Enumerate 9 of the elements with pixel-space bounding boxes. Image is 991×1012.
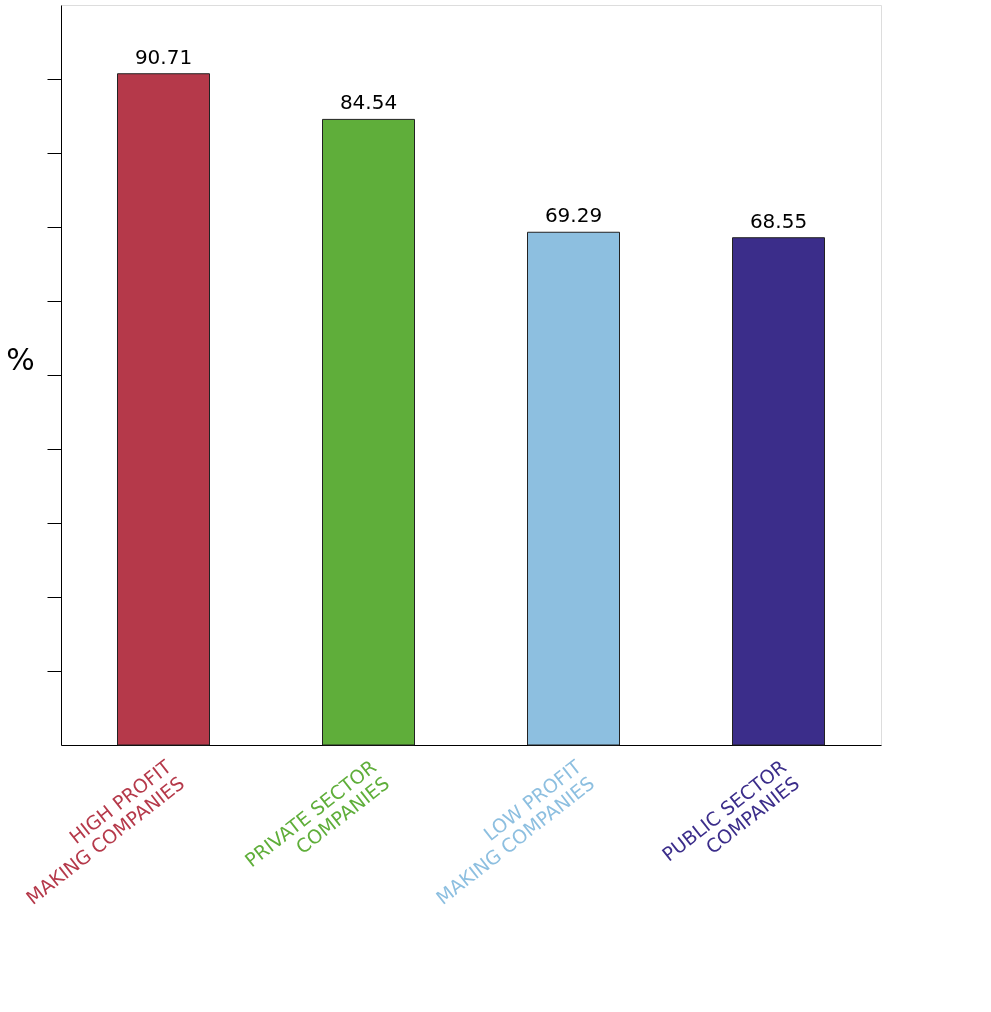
data-label: 84.54 bbox=[339, 90, 398, 115]
data-label: 68.55 bbox=[749, 208, 808, 233]
y-axis-title: % bbox=[6, 341, 35, 377]
data-label: 69.29 bbox=[544, 203, 603, 228]
bar bbox=[322, 118, 415, 746]
bar bbox=[527, 231, 620, 746]
bar bbox=[117, 73, 210, 746]
data-label: 90.71 bbox=[134, 44, 193, 69]
bar bbox=[732, 237, 825, 746]
